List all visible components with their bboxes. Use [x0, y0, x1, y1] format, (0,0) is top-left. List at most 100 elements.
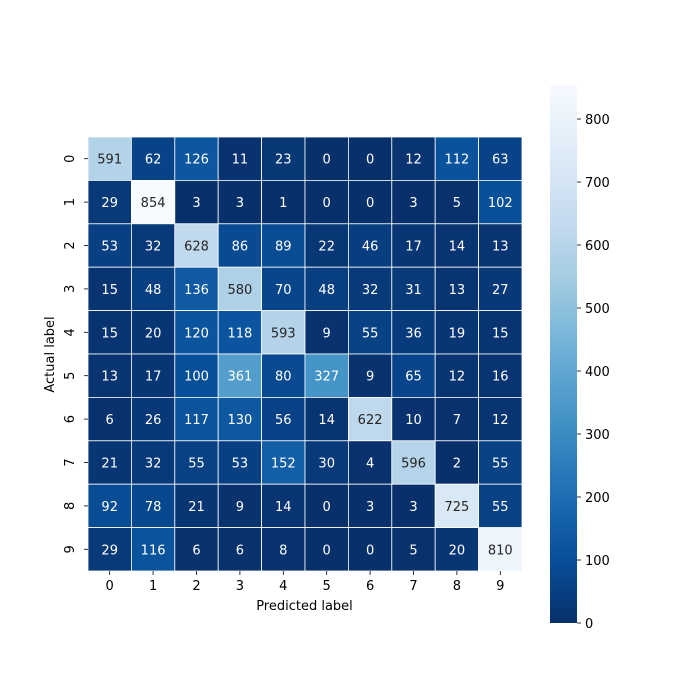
heatmap-cell — [391, 527, 436, 572]
cell-value-label: 56 — [275, 413, 292, 428]
cell-value-label: 361 — [227, 370, 252, 385]
heatmap-cell — [347, 179, 393, 225]
cell-value-label: 36 — [405, 326, 422, 341]
heatmap-cell — [217, 440, 262, 485]
x-tick-label: 1 — [149, 579, 157, 594]
cell-value-label: 100 — [184, 370, 209, 385]
x-tick-label: 4 — [279, 579, 287, 594]
colorbar-tick-label: 500 — [585, 302, 610, 317]
heatmap-cell — [391, 136, 436, 181]
cell-value-label: 126 — [184, 153, 209, 168]
heatmap-cell — [347, 310, 393, 355]
heatmap-cell — [347, 266, 393, 312]
heatmap-cell — [304, 527, 349, 572]
colorbar-tick-label: 100 — [585, 554, 610, 569]
y-tick-label: 6 — [63, 415, 78, 423]
cell-value-label: 19 — [449, 326, 466, 341]
y-tick-label: 9 — [63, 545, 78, 553]
y-axis-ticks: 0 1 2 3 4 5 6 7 8 9 — [63, 155, 88, 553]
cell-value-label: 23 — [275, 153, 292, 168]
heatmap-cell — [217, 179, 262, 225]
heatmap-cells — [87, 136, 523, 572]
cell-value-label: 3 — [236, 196, 244, 211]
cell-value-label: 21 — [188, 500, 205, 515]
cell-value-label: 0 — [323, 196, 331, 211]
heatmap-cell — [174, 353, 219, 398]
colorbar-tick-label: 700 — [585, 176, 610, 191]
cell-value-label: 55 — [188, 457, 205, 472]
cell-value-label: 327 — [314, 370, 339, 385]
heatmap-cell — [87, 223, 132, 268]
cell-value-label: 725 — [444, 500, 469, 515]
cell-value-label: 15 — [101, 326, 118, 341]
heatmap-cell — [434, 396, 480, 442]
heatmap-cell — [391, 179, 436, 225]
cell-value-label: 15 — [492, 326, 509, 341]
heatmap-cell — [261, 527, 306, 572]
cell-value-label: 15 — [101, 283, 118, 298]
heatmap-cell — [87, 136, 132, 181]
cell-value-label: 17 — [145, 370, 162, 385]
cell-value-label: 596 — [401, 457, 426, 472]
x-tick-label: 0 — [106, 579, 114, 594]
cell-value-label: 21 — [101, 457, 118, 472]
cell-value-label: 13 — [101, 370, 118, 385]
cell-value-label: 8 — [279, 543, 287, 558]
cell-value-label: 86 — [232, 240, 249, 255]
cell-value-label: 6 — [106, 413, 114, 428]
cell-value-label: 4 — [366, 457, 374, 472]
cell-value-label: 0 — [323, 500, 331, 515]
cell-value-label: 13 — [492, 240, 509, 255]
heatmap-cell — [261, 310, 306, 355]
cell-value-label: 55 — [492, 457, 509, 472]
colorbar-tick-label: 0 — [585, 617, 593, 632]
cell-value-label: 53 — [232, 457, 249, 472]
cell-value-label: 117 — [184, 413, 209, 428]
cell-value-label: 136 — [184, 283, 209, 298]
heatmap-cell — [304, 440, 349, 485]
cell-value-label: 6 — [236, 543, 244, 558]
cell-value-label: 593 — [271, 326, 296, 341]
cell-value-label: 591 — [97, 153, 122, 168]
cell-value-label: 0 — [366, 196, 374, 211]
heatmap-cell — [478, 266, 523, 312]
y-tick-label: 7 — [63, 458, 78, 466]
y-tick-label: 5 — [63, 372, 78, 380]
heatmap-cell — [347, 527, 393, 572]
heatmap-cell — [87, 353, 132, 398]
heatmap-cell — [304, 396, 349, 442]
cell-value-label: 62 — [145, 153, 162, 168]
x-axis-label: Predicted label — [256, 599, 353, 614]
cell-value-label: 92 — [101, 500, 118, 515]
heatmap-cell — [434, 179, 480, 225]
heatmap-cell — [478, 440, 523, 485]
cell-value-label: 32 — [362, 283, 379, 298]
cell-value-label: 16 — [492, 370, 509, 385]
heatmap-cell — [174, 440, 219, 485]
cell-value-label: 32 — [145, 457, 162, 472]
cell-value-label: 20 — [145, 326, 162, 341]
cell-value-label: 55 — [362, 326, 379, 341]
cell-value-label: 152 — [271, 457, 296, 472]
cell-value-label: 854 — [141, 196, 166, 211]
heatmap-cell — [347, 396, 393, 442]
heatmap-cell — [347, 483, 393, 529]
heatmap-cell — [130, 223, 176, 268]
cell-value-label: 17 — [405, 240, 422, 255]
colorbar-tick-label: 600 — [585, 239, 610, 254]
heatmap-cell — [174, 223, 219, 268]
cell-value-label: 9 — [323, 326, 331, 341]
y-tick-label: 3 — [63, 285, 78, 293]
y-tick-label: 4 — [63, 328, 78, 336]
heatmap-cell — [478, 310, 523, 355]
heatmap-cell — [434, 440, 480, 485]
heatmap-cell — [347, 440, 393, 485]
heatmap-cell — [217, 396, 262, 442]
x-tick-label: 8 — [453, 579, 461, 594]
x-tick-label: 6 — [366, 579, 374, 594]
x-axis-ticks: 0 1 2 3 4 5 6 7 8 9 — [106, 571, 504, 594]
colorbar-tick-label: 400 — [585, 365, 610, 380]
cell-value-label: 12 — [449, 370, 466, 385]
heatmap-cell — [434, 223, 480, 268]
